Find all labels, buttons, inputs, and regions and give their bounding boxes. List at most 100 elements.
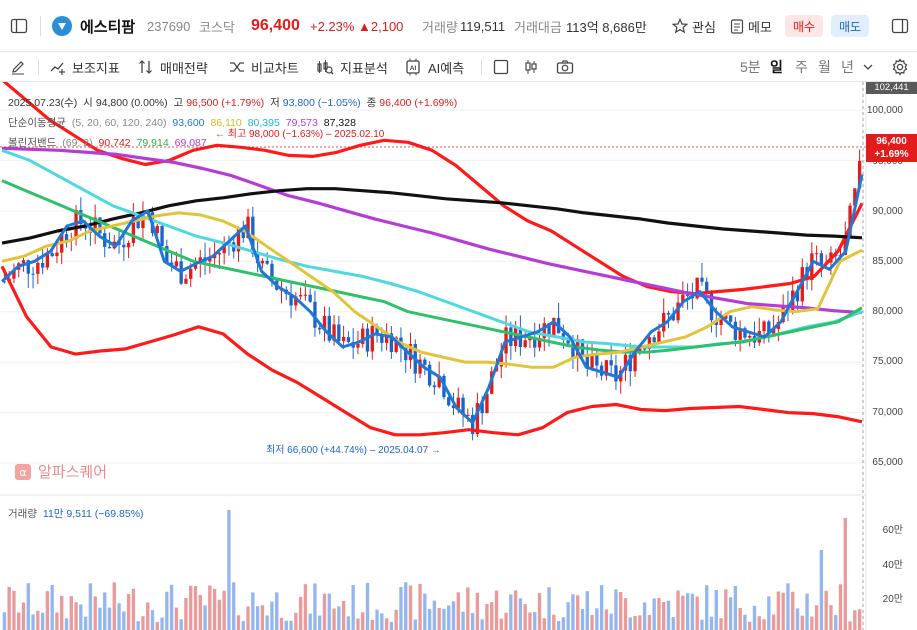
tick-100000: 100,000 — [866, 105, 903, 116]
volume-bar — [64, 618, 69, 630]
candle — [64, 230, 69, 248]
current-price-tag-pct: +1.69% — [874, 149, 909, 160]
volume-bar — [533, 612, 537, 630]
candle — [279, 281, 284, 304]
strategy-button[interactable]: 매매전략 — [138, 52, 208, 82]
analysis-button[interactable]: 지표분석 — [316, 52, 388, 82]
candle — [122, 232, 126, 261]
volume-bar — [714, 589, 718, 630]
ai-predict-button[interactable]: AI AI예측 — [404, 52, 464, 82]
tick-65000: 65,000 — [872, 457, 903, 468]
volume-bar — [451, 601, 456, 630]
candle — [131, 203, 136, 247]
volume-bar — [652, 598, 656, 630]
volume-bar — [289, 620, 293, 630]
volume-value: 119,511 — [460, 18, 506, 34]
settings-gear-icon[interactable] — [891, 52, 915, 82]
chevron-down-icon[interactable] — [862, 52, 880, 82]
volume-bar — [279, 617, 284, 630]
sidebar-toggle-icon[interactable] — [10, 0, 28, 52]
bb-mid-value: 79,914 — [136, 137, 169, 149]
volume-bar — [284, 620, 288, 630]
volume-bar — [141, 616, 145, 630]
candle — [700, 262, 704, 286]
volume-bar — [74, 602, 78, 630]
compare-button[interactable]: 비교차트 — [229, 52, 299, 82]
candle — [208, 247, 212, 274]
candle — [184, 274, 188, 285]
volume-bar — [838, 584, 843, 630]
volume-bar — [98, 607, 102, 630]
price-chart[interactable] — [0, 82, 917, 630]
volume-bar — [619, 591, 623, 630]
indicators-button[interactable]: 보조지표 — [50, 52, 120, 82]
max-annotation-text: 최고 98,000 (−1.63%) – 2025.02.10 — [227, 129, 385, 140]
volume-bar — [384, 618, 389, 630]
volume-bar — [131, 588, 136, 630]
svg-text:α: α — [19, 466, 26, 479]
period-week[interactable]: 주 — [795, 59, 808, 75]
volume-bar — [79, 604, 83, 630]
candle — [738, 320, 742, 352]
ma20-line — [1, 211, 863, 369]
draw-pen-icon[interactable] — [10, 52, 32, 82]
volume-bar — [571, 594, 575, 630]
memo-button[interactable]: 메모 — [730, 0, 772, 52]
volume-bar — [738, 607, 742, 630]
candle — [523, 330, 527, 349]
volume-bar — [599, 585, 604, 630]
volume-bar — [427, 608, 432, 630]
volume-bars — [2, 510, 862, 630]
volume-bar — [45, 591, 50, 630]
volume-bar — [50, 584, 54, 630]
candlestick-icon[interactable] — [523, 52, 545, 82]
volume-bar — [633, 616, 637, 630]
volume-bar — [17, 612, 21, 630]
volume-bar — [552, 614, 556, 630]
buy-button[interactable]: 매수 — [785, 15, 823, 37]
volume-bar — [733, 585, 738, 630]
volume-bar — [313, 583, 317, 630]
volume-bar — [399, 587, 403, 630]
volume-bar — [88, 583, 93, 630]
tick-80000: 80,000 — [872, 306, 903, 317]
bb-legend[interactable]: 볼린저밴드 (69, 2) 90,742 79,914 69,087 — [8, 135, 210, 150]
bb-lower-line — [0, 265, 863, 437]
volume-bar — [848, 621, 852, 630]
ai-label: AI예측 — [428, 60, 465, 76]
volume-bar — [690, 593, 695, 630]
period-5min[interactable]: 5분 — [740, 59, 761, 75]
period-day[interactable]: 일 — [770, 59, 783, 75]
sell-button[interactable]: 매도 — [831, 15, 869, 37]
volume-bar — [585, 591, 589, 630]
volume-bar — [638, 615, 642, 630]
volume-bar — [103, 592, 107, 630]
panel-toggle-icon[interactable] — [891, 0, 909, 52]
analysis-icon — [317, 60, 334, 75]
volume-bar — [93, 596, 97, 630]
candle — [126, 240, 131, 259]
period-month[interactable]: 월 — [818, 59, 831, 75]
volume-bar — [853, 610, 857, 630]
square-chart-icon[interactable] — [493, 52, 515, 82]
market-label: 코스닥 — [199, 19, 235, 35]
volume-bar — [184, 597, 188, 630]
stock-name[interactable]: 에스티팜 — [80, 18, 136, 36]
volume-bar — [150, 610, 155, 630]
vol-tick-20: 20만 — [882, 594, 903, 605]
volume-bar — [771, 614, 776, 630]
period-year[interactable]: 년 — [841, 59, 854, 75]
candle — [179, 248, 183, 285]
bb-upper-value: 90,742 — [98, 137, 131, 149]
volume-info-value: 11만 9,511 (−69.85%) — [42, 508, 144, 520]
volume-bar — [810, 616, 814, 630]
camera-icon[interactable] — [556, 52, 580, 82]
candle — [12, 263, 16, 283]
min-annotation-text: 최저 66,600 (+44.74%) – 2025.04.07 — [266, 445, 429, 456]
ma-legend[interactable]: 단순이동평균 (5, 20, 60, 120, 240) 93,600 86,1… — [8, 115, 359, 130]
candle — [308, 288, 312, 304]
max-annotation: ← 최고 98,000 (−1.63%) – 2025.02.10 — [215, 129, 385, 140]
volume-bar — [351, 585, 355, 630]
favorite-button[interactable]: 관심 — [672, 0, 716, 52]
volume-bar — [212, 588, 217, 630]
